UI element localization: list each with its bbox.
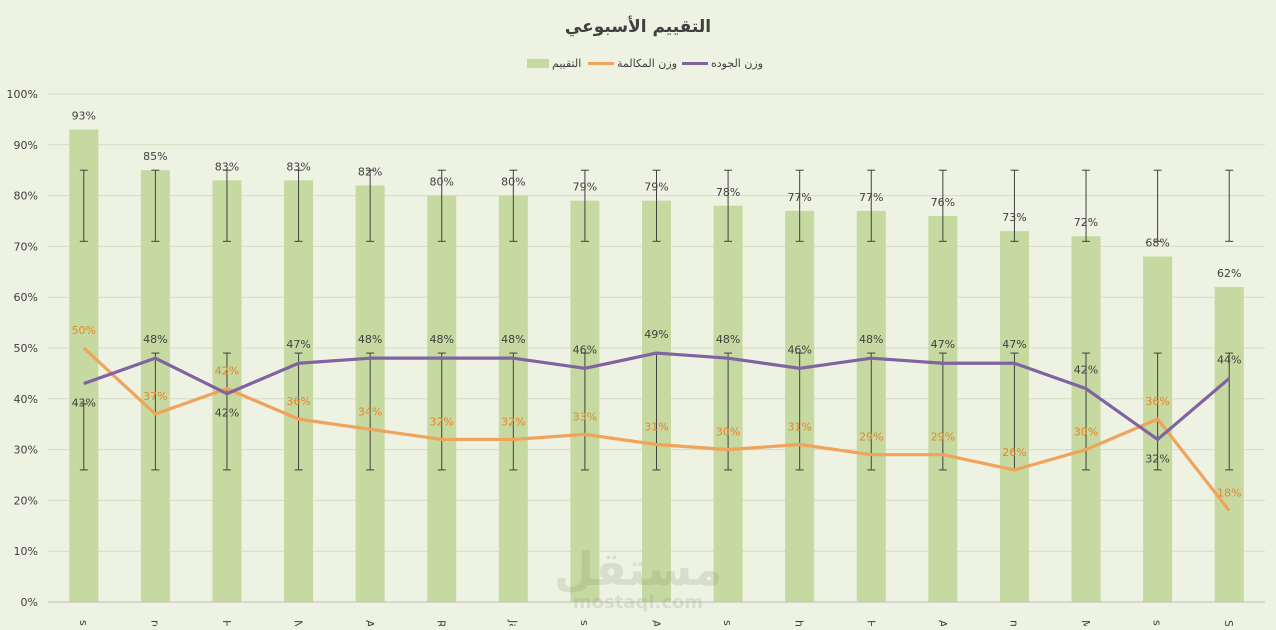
call-weight-data-label: 18% <box>1217 487 1241 500</box>
line-series <box>82 346 1231 512</box>
bar-data-label: 68% <box>1145 237 1169 250</box>
quality-weight-data-label: 46% <box>573 343 597 356</box>
bar-data-label: 77% <box>859 191 883 204</box>
x-tick-label: sa <box>77 620 90 626</box>
quality-weight-data-label: 47% <box>286 338 310 351</box>
x-axis: sa re He Na Ali Ra Ja sa Ab sa ha He An m Msh Sa <box>48 601 1265 630</box>
bar-data-label: 79% <box>573 181 597 194</box>
bar-data-label: 80% <box>430 176 454 189</box>
quality-weight-data-label: 49% <box>644 328 668 341</box>
y-tick-label: 50% <box>14 342 38 355</box>
quality-weight-data-label: 43% <box>72 397 96 410</box>
watermark: مستقل mostaql.com <box>554 542 722 613</box>
x-tick-label: ha <box>793 620 806 626</box>
bar-series <box>69 129 1244 603</box>
call-weight-data-label: 36% <box>1145 395 1169 408</box>
y-tick-label: 70% <box>14 240 38 253</box>
legend-swatch-rating <box>527 59 549 68</box>
quality-weight-data-label: 46% <box>787 343 811 356</box>
chart-legend: التقييم وزن المكالمة وزن الجوده <box>527 57 763 70</box>
call-weight-data-label: 36% <box>286 395 310 408</box>
quality-weight-data-label: 44% <box>1217 353 1241 366</box>
call-weight-data-label: 50% <box>72 324 96 337</box>
y-axis: 0% 10% 20% 30% 40% 50% 60% 70% 80% 90% 100% <box>7 88 38 609</box>
y-tick-label: 60% <box>14 291 38 304</box>
call-weight-data-label: 29% <box>859 431 883 444</box>
quality-weight-data-label: 48% <box>501 333 525 346</box>
x-tick-label: Ja <box>506 619 519 626</box>
chart-title: التقييم الأسبوعي <box>565 16 711 37</box>
call-weight-data-label: 30% <box>1074 426 1098 439</box>
y-tick-label: 90% <box>14 139 38 152</box>
call-weight-data-label: 42% <box>215 365 239 378</box>
quality-weight-data-label: 32% <box>1145 452 1169 465</box>
bar-data-label: 77% <box>787 191 811 204</box>
y-tick-label: 30% <box>14 444 38 457</box>
x-tick-label: Ali <box>363 620 376 626</box>
data-labels: 93% 85% 83% 83% 82% 80% 80% 79% 79% 78% 77% 77% 76% 7… <box>72 110 1242 500</box>
quality-weight-line <box>83 351 1231 442</box>
bar-data-label: 80% <box>501 176 525 189</box>
y-tick-label: 10% <box>14 545 38 558</box>
quality-weight-data-label: 47% <box>1002 338 1026 351</box>
bar-data-label: 72% <box>1074 216 1098 229</box>
x-tick-label: Na <box>292 620 305 626</box>
bar-data-label: 79% <box>644 181 668 194</box>
call-weight-data-label: 34% <box>358 405 382 418</box>
y-tick-label: 80% <box>14 190 38 203</box>
quality-weight-data-label: 48% <box>430 333 454 346</box>
bar-data-label: 93% <box>72 110 96 123</box>
bar-data-label: 62% <box>1217 267 1241 280</box>
legend-label-rating: التقييم <box>552 57 581 70</box>
call-weight-line <box>82 346 1231 512</box>
call-weight-data-label: 31% <box>644 421 668 434</box>
y-tick-label: 20% <box>14 494 38 507</box>
call-weight-data-label: 32% <box>501 415 525 428</box>
x-tick-label: Ra <box>435 620 448 626</box>
watermark-text: مستقل <box>554 542 722 596</box>
quality-weight-data-label: 42% <box>1074 364 1098 377</box>
x-tick-label: m <box>1007 620 1020 626</box>
quality-weight-data-label: 48% <box>358 333 382 346</box>
call-weight-data-label: 29% <box>931 431 955 444</box>
bar-data-label: 73% <box>1002 211 1026 224</box>
bar-data-label: 83% <box>286 160 310 173</box>
y-tick-label: 0% <box>21 596 38 609</box>
call-weight-data-label: 26% <box>1002 446 1026 459</box>
error-bars <box>79 169 1234 471</box>
watermark-subtext: mostaql.com <box>573 592 703 613</box>
x-tick-label: He <box>864 620 877 626</box>
x-tick-label: M <box>1079 620 1092 626</box>
call-weight-data-label: 37% <box>143 390 167 403</box>
call-weight-data-label: 33% <box>573 410 597 423</box>
bar-data-label: 85% <box>143 150 167 163</box>
x-tick-label: Sa <box>1222 620 1235 626</box>
call-weight-data-label: 31% <box>787 421 811 434</box>
x-tick-label: sa <box>578 620 591 626</box>
call-weight-data-label: 32% <box>430 415 454 428</box>
call-weight-data-label: 30% <box>716 426 740 439</box>
bar-data-label: 78% <box>716 186 740 199</box>
x-tick-label: re <box>148 620 161 626</box>
x-tick-label: sa <box>721 620 734 626</box>
quality-weight-data-label: 42% <box>215 407 239 420</box>
x-tick-label: Ab <box>650 620 663 626</box>
bar-data-label: 76% <box>931 196 955 209</box>
bar-data-label: 83% <box>215 160 239 173</box>
legend-label-quality-weight: وزن الجوده <box>711 57 763 70</box>
quality-weight-data-label: 48% <box>859 333 883 346</box>
quality-weight-data-label: 48% <box>716 333 740 346</box>
bar-data-label: 82% <box>358 165 382 178</box>
y-tick-label: 100% <box>7 88 38 101</box>
quality-weight-data-label: 47% <box>931 338 955 351</box>
x-tick-label: sh <box>1151 620 1164 626</box>
legend-label-call-weight: وزن المكالمة <box>617 57 677 70</box>
quality-weight-data-label: 48% <box>143 333 167 346</box>
x-tick-label: He <box>220 620 233 626</box>
y-tick-label: 40% <box>14 393 38 406</box>
x-tick-label: An <box>936 620 949 626</box>
